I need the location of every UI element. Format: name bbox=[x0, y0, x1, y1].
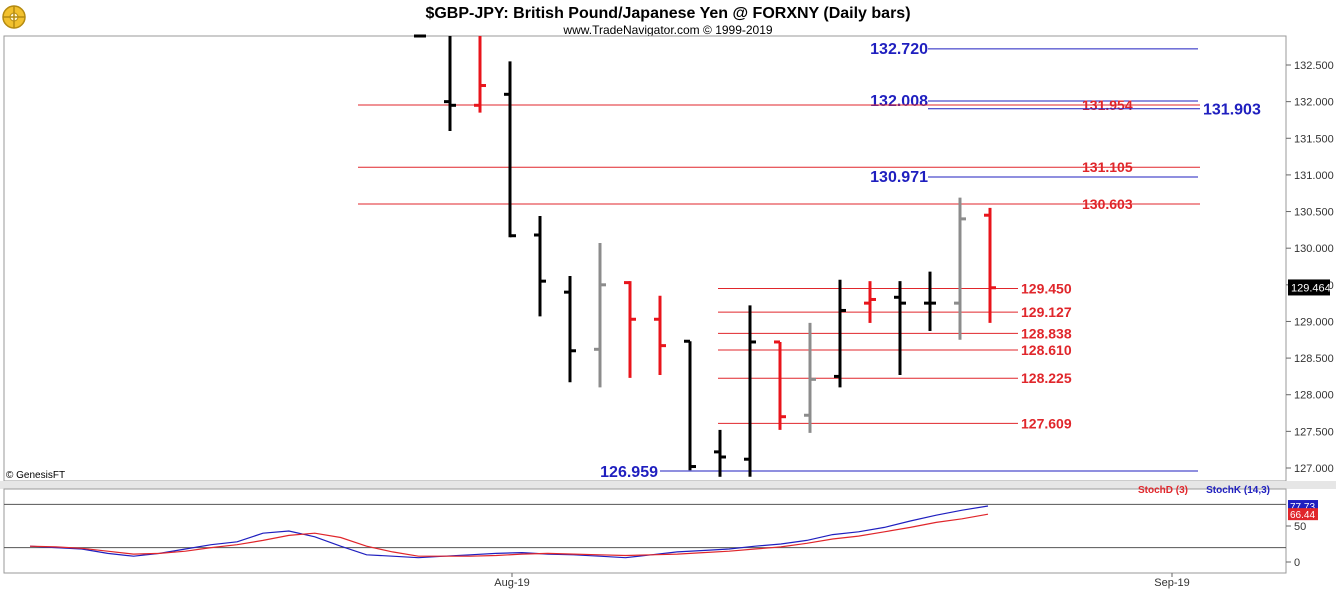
price-tick-label: 130.000 bbox=[1294, 243, 1334, 255]
last-price-box bbox=[1288, 279, 1330, 296]
price-tick-label: 131.000 bbox=[1294, 170, 1334, 182]
level-label-130.603: 130.603 bbox=[1082, 196, 1133, 212]
level-label-132.008: 132.008 bbox=[870, 93, 928, 110]
logo-icon bbox=[2, 5, 26, 29]
stoch-d-last-box bbox=[1288, 508, 1318, 521]
stoch-d-last-label: 66.44 bbox=[1290, 510, 1315, 521]
price-tick-label: 131.500 bbox=[1294, 133, 1334, 145]
date-tick-label: Sep-19 bbox=[1154, 577, 1189, 589]
chart-title: $GBP-JPY: British Pound/Japanese Yen @ F… bbox=[425, 5, 910, 22]
price-tick-label: 132.000 bbox=[1294, 97, 1334, 109]
level-label-126.959: 126.959 bbox=[600, 464, 658, 481]
stoch-k-last-label: 77.73 bbox=[1290, 502, 1315, 513]
level-label-129.450: 129.450 bbox=[1021, 280, 1072, 296]
copyright-label: © GenesisFT bbox=[6, 470, 65, 481]
price-axis: 132.500 132.000 131.500 131.000 130.500 130.0… bbox=[1286, 60, 1334, 475]
level-label-128.225: 128.225 bbox=[1021, 370, 1072, 386]
price-tick-label: 130.500 bbox=[1294, 207, 1334, 219]
level-label-129.127: 129.127 bbox=[1021, 304, 1072, 320]
price-tick-label: 127.000 bbox=[1294, 463, 1334, 475]
price-bars bbox=[414, 34, 996, 477]
stoch-line-k bbox=[29, 505, 989, 559]
date-axis: Aug-19 Sep-19 bbox=[4, 572, 1286, 589]
price-tick-label: 127.500 bbox=[1294, 426, 1334, 438]
price-tick-label: 129.000 bbox=[1294, 316, 1334, 328]
legend-stoch-k: StochK (14,3) bbox=[1206, 485, 1270, 496]
level-label-131.105: 131.105 bbox=[1082, 159, 1133, 175]
level-label-128.610: 128.610 bbox=[1021, 342, 1072, 358]
level-label-132.720: 132.720 bbox=[870, 41, 928, 58]
stoch-line-d bbox=[29, 513, 989, 557]
last-price-label: 129.464 bbox=[1291, 282, 1331, 294]
level-label-131.903: 131.903 bbox=[1203, 102, 1261, 119]
level-label-128.838: 128.838 bbox=[1021, 325, 1072, 341]
stoch-tick-label: 50 bbox=[1294, 521, 1306, 533]
chart-subtitle: www.TradeNavigator.com © 1999-2019 bbox=[562, 23, 772, 37]
stoch-tick-label: 0 bbox=[1294, 557, 1300, 569]
date-tick-label: Aug-19 bbox=[494, 577, 529, 589]
price-tick-label: 128.000 bbox=[1294, 390, 1334, 402]
level-label-130.971: 130.971 bbox=[870, 169, 928, 186]
level-label-131.954: 131.954 bbox=[1082, 97, 1133, 113]
level-label-127.609: 127.609 bbox=[1021, 415, 1072, 431]
legend-stoch-d: StochD (3) bbox=[1138, 485, 1188, 496]
panel-divider bbox=[0, 481, 1336, 489]
price-tick-label: 132.500 bbox=[1294, 60, 1334, 72]
price-levels: 132.720 132.008 131.954 131.903 131.105 130.9… bbox=[358, 41, 1261, 481]
price-tick-label: 128.500 bbox=[1294, 353, 1334, 365]
